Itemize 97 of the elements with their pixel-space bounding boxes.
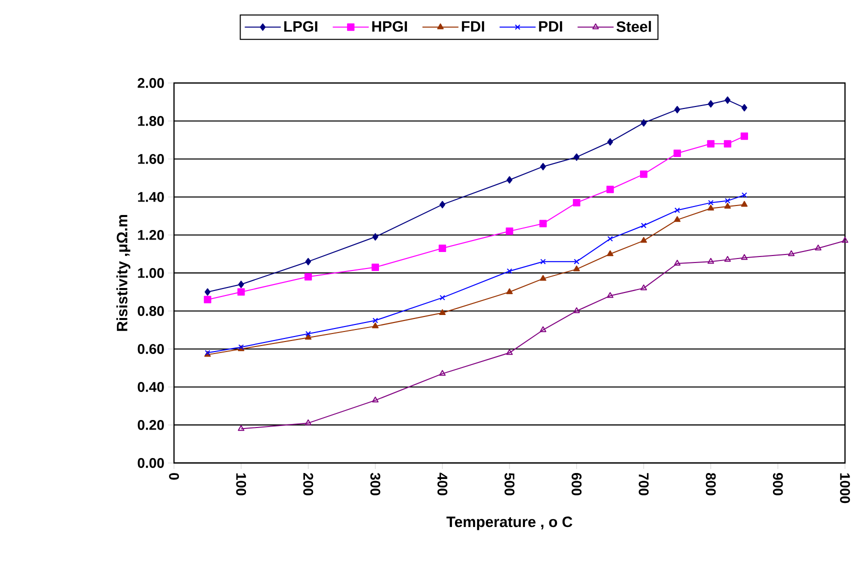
x-axis-title: Temperature , o C bbox=[446, 516, 572, 530]
y-tick-label: 0.20 bbox=[138, 420, 164, 430]
point bbox=[540, 162, 546, 170]
point bbox=[724, 140, 732, 148]
point bbox=[741, 254, 748, 260]
point bbox=[438, 244, 446, 252]
x-tick-label: 700 bbox=[638, 473, 649, 496]
point bbox=[708, 200, 714, 206]
point bbox=[540, 258, 546, 264]
y-tick-label: 1.20 bbox=[138, 230, 164, 240]
point bbox=[506, 268, 512, 274]
x-tick-label: 100 bbox=[236, 473, 246, 496]
y-tick-label: 2.00 bbox=[138, 78, 164, 88]
point bbox=[708, 204, 714, 210]
point bbox=[506, 227, 514, 235]
point bbox=[574, 258, 580, 264]
legend-label: LPGI bbox=[284, 21, 318, 32]
point bbox=[372, 322, 379, 328]
y-tick-label: 0.00 bbox=[138, 458, 164, 468]
point bbox=[304, 273, 312, 280]
point bbox=[640, 119, 647, 127]
y-tick-label: 0.80 bbox=[138, 306, 164, 316]
point bbox=[238, 425, 244, 431]
point bbox=[372, 396, 379, 402]
x-tick-label: 600 bbox=[572, 473, 582, 496]
point bbox=[573, 307, 580, 314]
point bbox=[708, 100, 714, 108]
point bbox=[740, 132, 748, 140]
legend-label: HPGI bbox=[372, 21, 407, 32]
point bbox=[708, 258, 714, 264]
point bbox=[741, 104, 748, 112]
x-tick-label: 400 bbox=[437, 472, 448, 496]
y-tick-label: 1.80 bbox=[138, 116, 164, 126]
point bbox=[607, 236, 613, 242]
point bbox=[742, 192, 748, 198]
y-tick-label: 0.60 bbox=[138, 344, 164, 354]
point bbox=[724, 256, 731, 262]
point bbox=[238, 280, 244, 288]
point bbox=[607, 138, 614, 146]
x-tick-label: 900 bbox=[772, 473, 783, 496]
point bbox=[572, 198, 580, 206]
point bbox=[237, 288, 245, 296]
point bbox=[842, 236, 848, 243]
point bbox=[506, 349, 513, 355]
y-tick-label: 1.00 bbox=[138, 268, 164, 278]
point bbox=[674, 260, 681, 266]
point bbox=[674, 208, 680, 214]
point bbox=[304, 334, 312, 340]
x-tick-label: 800 bbox=[706, 472, 716, 496]
point bbox=[640, 170, 648, 178]
point bbox=[606, 250, 614, 256]
x-tick-label: 1000 bbox=[840, 473, 850, 504]
point bbox=[724, 96, 730, 104]
point bbox=[640, 284, 647, 290]
point bbox=[506, 288, 513, 294]
point bbox=[788, 250, 795, 256]
y-axis-title: Risistivity ,μΩ.m bbox=[116, 214, 130, 331]
point bbox=[539, 220, 547, 228]
point bbox=[640, 236, 647, 243]
point bbox=[506, 176, 512, 184]
point bbox=[741, 200, 748, 207]
legend-label: FDI bbox=[462, 21, 484, 32]
point bbox=[574, 153, 580, 161]
point bbox=[439, 370, 446, 376]
y-tick-label: 1.40 bbox=[138, 192, 164, 202]
point bbox=[305, 331, 311, 337]
point bbox=[440, 294, 446, 300]
point bbox=[372, 264, 380, 271]
point bbox=[674, 106, 680, 114]
legend-label: PDI bbox=[539, 21, 562, 32]
point bbox=[724, 198, 730, 204]
point bbox=[305, 258, 312, 266]
y-tick-label: 0.40 bbox=[138, 382, 164, 392]
x-tick-label: 200 bbox=[303, 473, 314, 496]
point bbox=[204, 288, 210, 296]
point bbox=[372, 233, 378, 241]
point bbox=[606, 292, 614, 298]
x-tick-label: 0 bbox=[169, 473, 179, 480]
y-tick-label: 1.60 bbox=[138, 154, 164, 164]
point bbox=[724, 202, 731, 209]
point bbox=[606, 186, 614, 194]
point bbox=[674, 150, 681, 157]
point bbox=[304, 419, 312, 426]
point bbox=[440, 200, 446, 208]
point bbox=[814, 244, 822, 250]
point bbox=[372, 318, 378, 324]
point bbox=[674, 216, 681, 222]
legend-label: Steel bbox=[616, 20, 651, 32]
x-tick-label: 500 bbox=[504, 472, 514, 496]
x-tick-label: 300 bbox=[370, 472, 380, 496]
point bbox=[439, 309, 446, 315]
point bbox=[204, 296, 212, 304]
point bbox=[707, 140, 714, 148]
point bbox=[640, 222, 646, 228]
point bbox=[573, 265, 580, 272]
point bbox=[540, 274, 546, 281]
point bbox=[540, 326, 546, 332]
